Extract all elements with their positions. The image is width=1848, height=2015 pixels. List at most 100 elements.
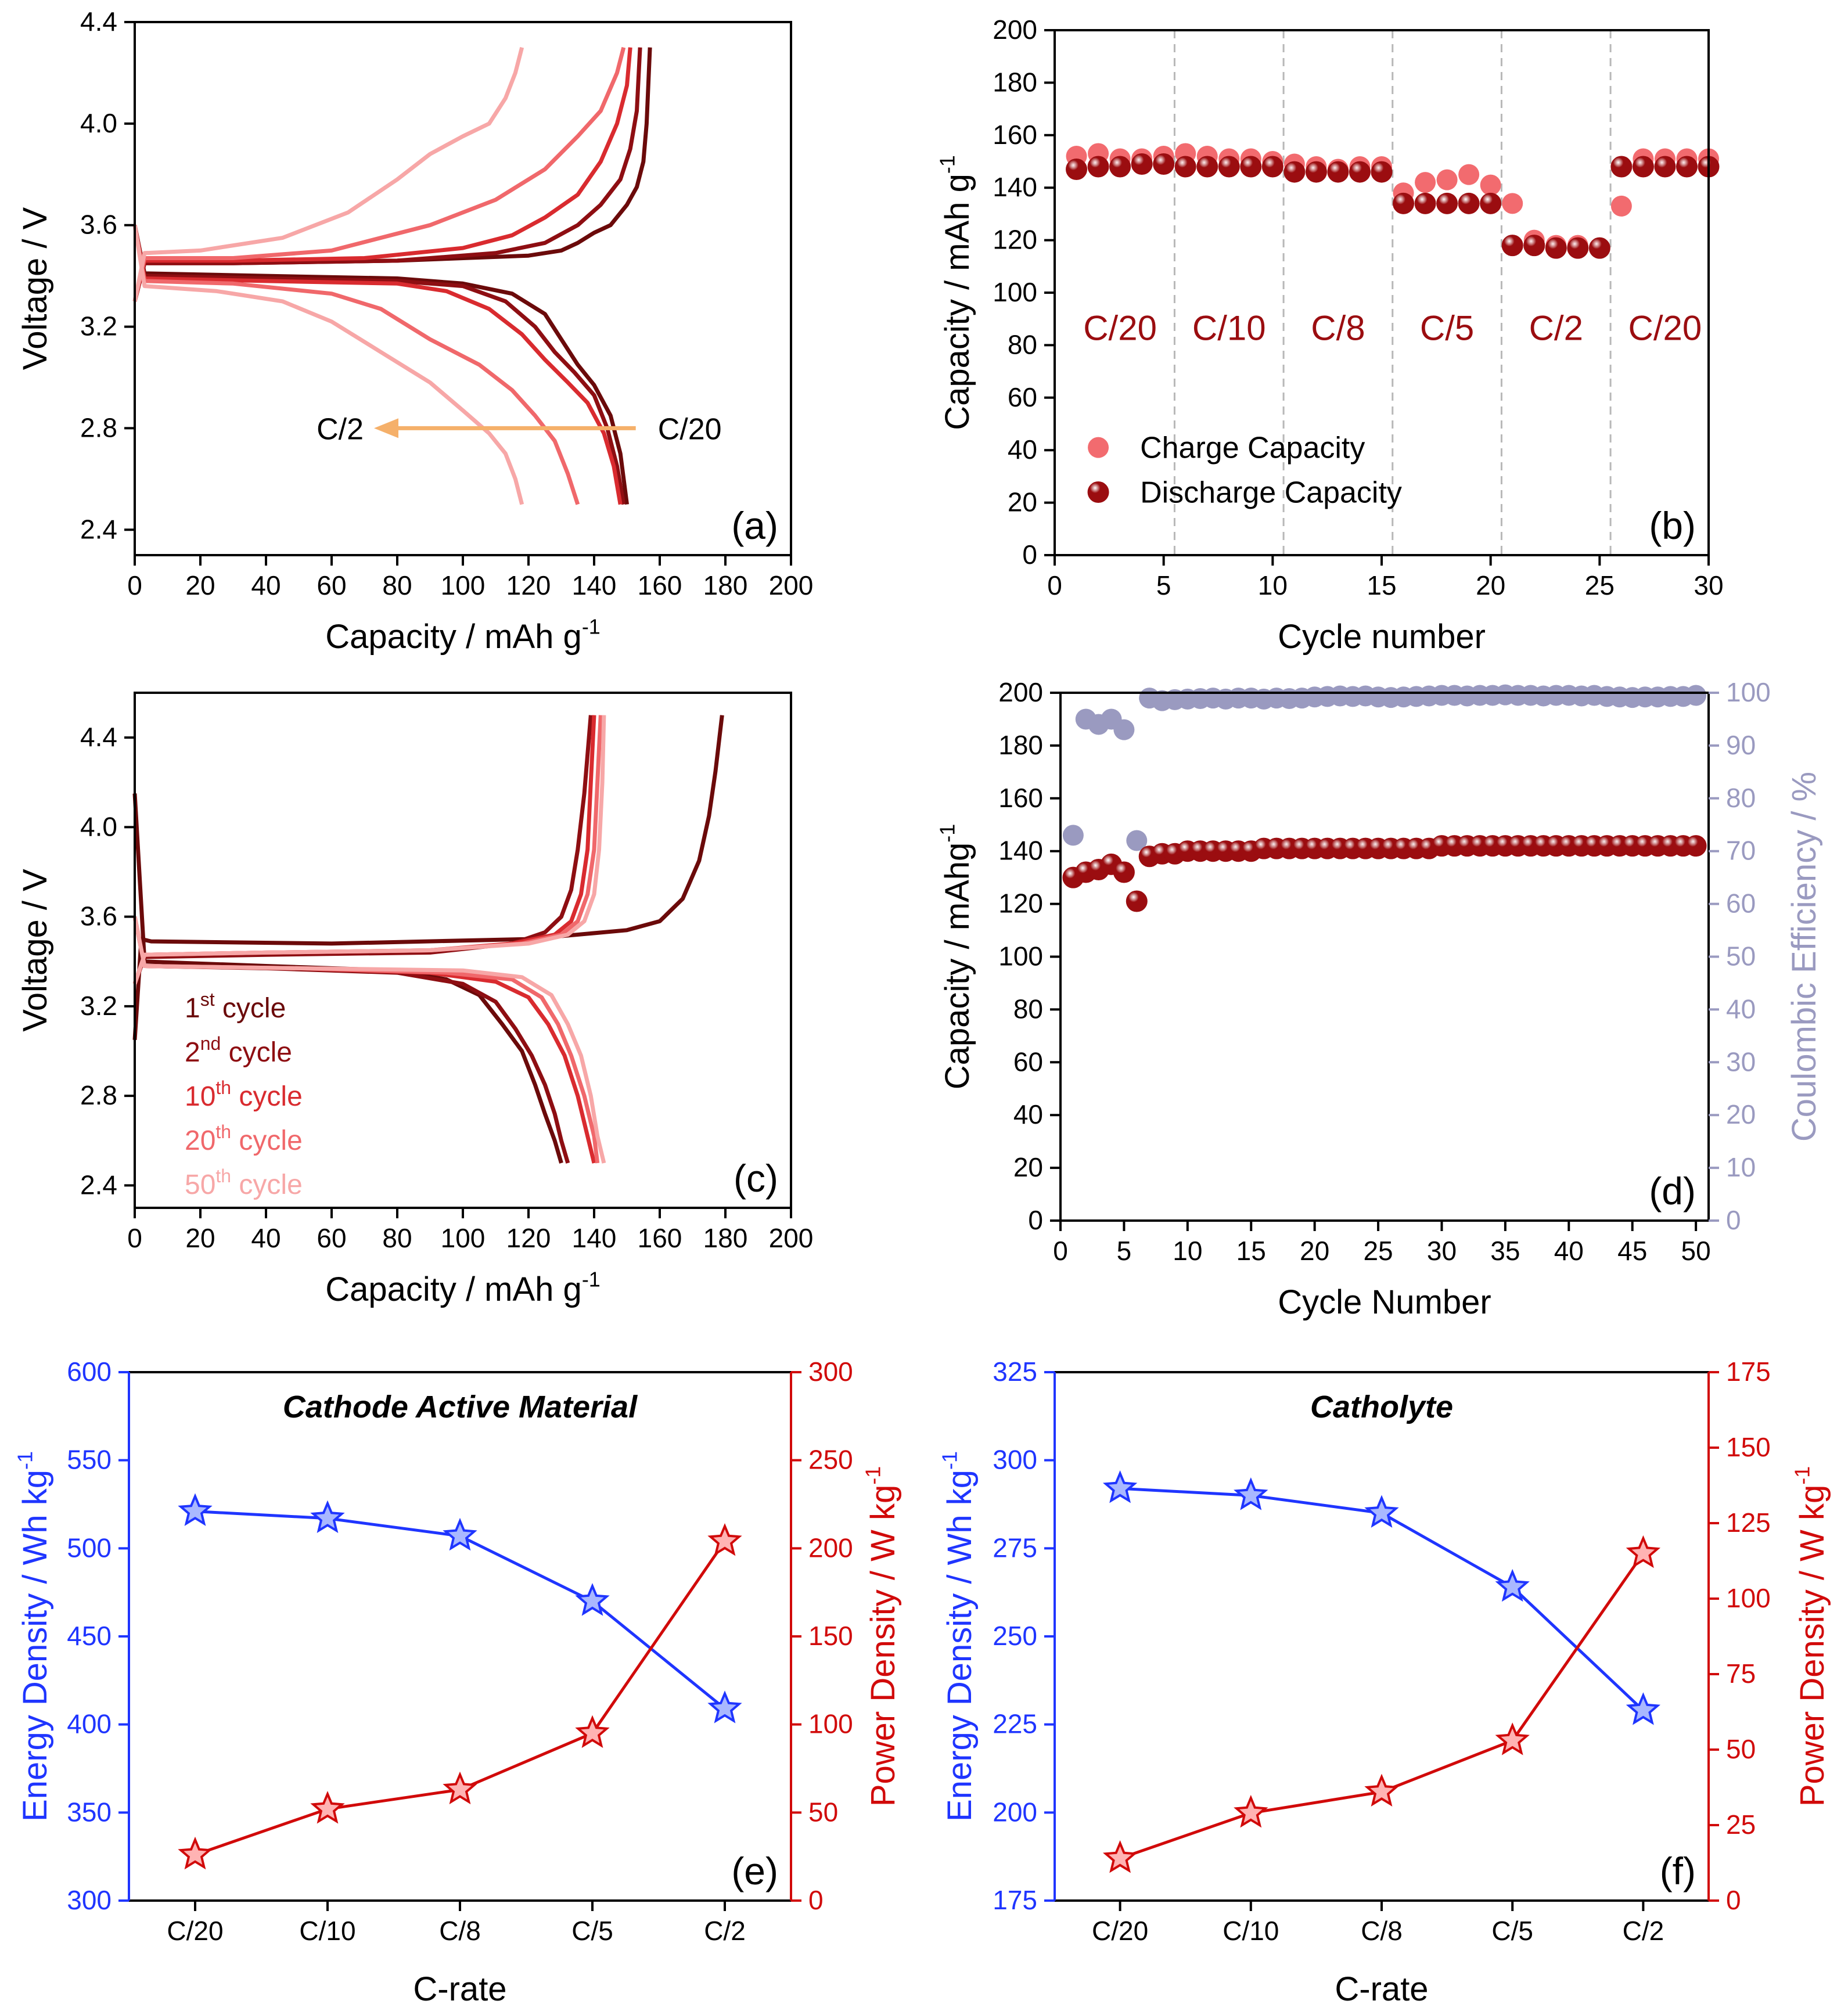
y-tick-label: 2.4 xyxy=(80,1170,117,1200)
y-tick-label: 200 xyxy=(993,15,1037,45)
y-tick-label: 3.6 xyxy=(80,901,117,931)
x-tick-label: 15 xyxy=(1236,1236,1266,1266)
x-tick-label: C/2 xyxy=(1623,1916,1664,1946)
discharge-curve-0 xyxy=(132,225,629,505)
y-axis-label-text: Energy Density / Wh kg xyxy=(941,1470,979,1822)
y-tick-label: 20 xyxy=(1013,1152,1043,1182)
y-axis-label: Energy Density / Wh kg-1 xyxy=(13,1451,54,1822)
y2-tick-label: 70 xyxy=(1726,836,1756,866)
charge-curve-2 xyxy=(132,47,632,302)
discharge-point xyxy=(1349,161,1371,183)
x-tick-label: 35 xyxy=(1490,1236,1520,1266)
discharge-curve-4 xyxy=(132,916,606,1164)
legend-entry-4: 50th cycle xyxy=(185,1165,303,1200)
y-tick-label: 325 xyxy=(993,1356,1037,1387)
y2-axis-label: Power Density / W kg-1 xyxy=(1791,1466,1831,1807)
discharge-point xyxy=(1066,159,1088,181)
x-tick-label: 100 xyxy=(441,1223,486,1253)
y2-tick-label: 50 xyxy=(808,1797,838,1827)
y-axis-label-text: Energy Density / Wh kg xyxy=(16,1470,54,1822)
y-tick-label: 120 xyxy=(993,225,1037,255)
discharge-point xyxy=(1676,156,1698,178)
x-tick-label: C/8 xyxy=(1361,1916,1403,1946)
legend-entry-sup: th xyxy=(215,1165,231,1186)
rate-label: C/20 xyxy=(1083,308,1157,347)
y2-tick-label: 75 xyxy=(1726,1658,1756,1689)
discharge-point xyxy=(1545,237,1567,259)
y-tick-label: 4.4 xyxy=(80,6,117,37)
discharge-curve-4 xyxy=(132,225,524,505)
x-tick-label: C/8 xyxy=(439,1916,481,1946)
y-tick-label: 160 xyxy=(998,783,1043,813)
ce-point xyxy=(1685,685,1707,706)
x-tick-label: 80 xyxy=(382,1223,412,1253)
y-tick-label: 400 xyxy=(67,1709,112,1739)
x-tick-label: 25 xyxy=(1585,570,1615,600)
x-axis-label: Cycle Number xyxy=(1278,1283,1491,1321)
y-tick-label: 4.4 xyxy=(80,722,117,752)
x-tick-label: 140 xyxy=(572,570,617,600)
x-axis-label-text: Capacity / mAh g xyxy=(325,1271,582,1308)
y2-tick-label: 100 xyxy=(808,1709,853,1739)
capacity-point xyxy=(1113,861,1135,883)
rate-label: C/20 xyxy=(1628,308,1702,347)
discharge-point xyxy=(1480,192,1502,214)
discharge-curve-2 xyxy=(132,225,623,505)
x-tick-label: 40 xyxy=(251,570,281,600)
y2-tick-label: 90 xyxy=(1726,730,1756,760)
charge-point xyxy=(1610,195,1632,217)
y2-tick-label: 200 xyxy=(808,1532,853,1563)
y2-tick-label: 10 xyxy=(1726,1152,1756,1182)
x-axis-label-text: Capacity / mAh g xyxy=(325,618,582,656)
y2-tick-label: 100 xyxy=(1726,1583,1771,1613)
y-axis-label-sup: -1 xyxy=(936,155,959,174)
discharge-point xyxy=(1218,156,1240,178)
y-tick-label: 225 xyxy=(993,1709,1037,1739)
y-tick-label: 600 xyxy=(67,1356,112,1387)
y-tick-label: 80 xyxy=(1013,994,1043,1024)
energy-point xyxy=(1102,1470,1138,1503)
y-tick-label: 4.0 xyxy=(80,811,117,841)
charge-curve-4 xyxy=(132,46,524,302)
charge-curve-4 xyxy=(132,715,606,985)
x-tick-label: C/20 xyxy=(167,1916,223,1946)
y-axis-label-sup: -1 xyxy=(938,1451,962,1470)
discharge-point xyxy=(1501,235,1523,257)
y-axis-label: Voltage / V xyxy=(16,207,54,370)
y2-tick-label: 25 xyxy=(1726,1809,1756,1840)
y-axis-label: Capacity / mAh g-1 xyxy=(936,155,976,430)
charge-point xyxy=(1458,164,1480,185)
discharge-curve-3 xyxy=(132,225,580,505)
y-tick-label: 175 xyxy=(993,1885,1037,1915)
rate-label: C/5 xyxy=(1420,308,1474,347)
y-tick-label: 60 xyxy=(1013,1046,1043,1077)
x-tick-label: 160 xyxy=(638,1223,682,1253)
x-tick-label: 160 xyxy=(638,570,682,600)
power-point xyxy=(1234,1795,1268,1828)
y2-tick-label: 40 xyxy=(1726,994,1756,1024)
x-tick-label: 0 xyxy=(1047,570,1062,600)
discharge-point xyxy=(1436,192,1458,214)
y2-tick-label: 150 xyxy=(1726,1432,1771,1462)
panel-b: C/20 C/10 C/8 C/5 C/2 C/20 Charge Capacity Disc… xyxy=(936,15,1724,656)
y2-tick-label: 30 xyxy=(1726,1046,1756,1077)
energy-point xyxy=(575,1583,610,1616)
panel-label: (f) xyxy=(1660,1850,1696,1892)
rate-label: C/2 xyxy=(1529,308,1583,347)
y-tick-label: 3.2 xyxy=(80,311,117,341)
x-tick-label: 60 xyxy=(317,570,346,600)
y-axis-label-sup: -1 xyxy=(936,824,959,843)
y-axis-label-text: Capacity / mAh g xyxy=(939,174,976,430)
y-tick-label: 300 xyxy=(993,1445,1037,1475)
y-tick-label: 20 xyxy=(1008,487,1037,517)
discharge-point xyxy=(1327,161,1349,183)
x-tick-label: 30 xyxy=(1694,570,1723,600)
y-tick-label: 180 xyxy=(993,67,1037,97)
x-axis-label: Cycle number xyxy=(1278,618,1486,656)
legend-entry-sup: st xyxy=(200,989,215,1010)
x-tick-label: C/5 xyxy=(1491,1916,1533,1946)
energy-point xyxy=(1626,1692,1661,1725)
panel-label: (a) xyxy=(731,504,778,547)
y-tick-label: 300 xyxy=(67,1885,112,1915)
